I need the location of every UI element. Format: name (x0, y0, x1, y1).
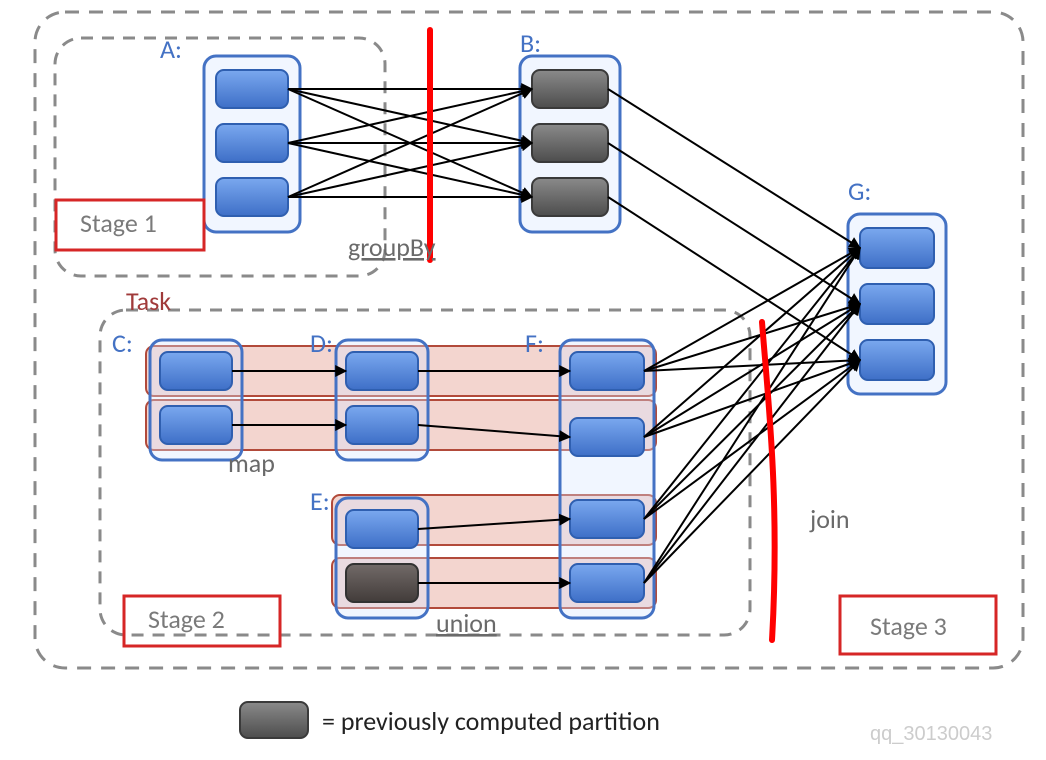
partition-G-2 (860, 340, 934, 380)
partition-D-1 (346, 406, 418, 444)
rdd-label-B: B: (520, 27, 541, 59)
red-divider (762, 322, 775, 640)
partition-F-3 (570, 564, 644, 602)
edge-FG-2-1 (644, 304, 860, 519)
rdd-label-G: G: (848, 175, 871, 207)
edge-BG-2 (608, 197, 860, 360)
partition-F-2 (570, 500, 644, 538)
partition-A-0 (216, 70, 288, 108)
label-stage1: Stage 1 (80, 207, 157, 239)
partition-G-0 (860, 228, 934, 268)
partition-G-1 (860, 284, 934, 324)
legend-layer: = previously computed partition qq_301300… (240, 702, 992, 745)
label-join: join (809, 503, 850, 535)
label-task: Task (126, 285, 171, 317)
legend-swatch (240, 702, 308, 738)
partition-B-2 (532, 178, 608, 216)
partition-B-1 (532, 124, 608, 162)
edge-FG-3-2 (644, 360, 860, 583)
rdd-label-F: F: (525, 327, 544, 359)
watermark-text: qq_30130043 (870, 723, 992, 745)
label-stage3: Stage 3 (870, 610, 947, 642)
partition-E-0 (346, 510, 418, 548)
partition-D-0 (346, 352, 418, 390)
rdd-label-C: C: (112, 327, 133, 359)
partition-C-0 (160, 352, 232, 390)
spark-stage-diagram: A: B: G: C: D: E: F: Stage 1 Stage 2 Stage 3 Task g… (0, 0, 1046, 760)
label-union: union (436, 607, 497, 639)
edge-FG-3-1 (644, 304, 860, 583)
legend-text: = previously computed partition (322, 705, 660, 737)
label-map: map (228, 447, 275, 479)
rdd-label-A: A: (160, 33, 182, 65)
partition-C-1 (160, 406, 232, 444)
rdd-label-D: D: (310, 327, 333, 359)
partition-B-0 (532, 70, 608, 108)
label-stage2: Stage 2 (148, 603, 225, 635)
partition-A-2 (216, 178, 288, 216)
edge-FG-1-0 (644, 248, 860, 437)
label-groupBy: groupBy (348, 231, 436, 263)
partition-E-1 (346, 564, 418, 602)
partition-A-1 (216, 124, 288, 162)
rdd-label-E: E: (310, 485, 330, 517)
partition-F-1 (570, 418, 644, 456)
partition-F-0 (570, 352, 644, 390)
